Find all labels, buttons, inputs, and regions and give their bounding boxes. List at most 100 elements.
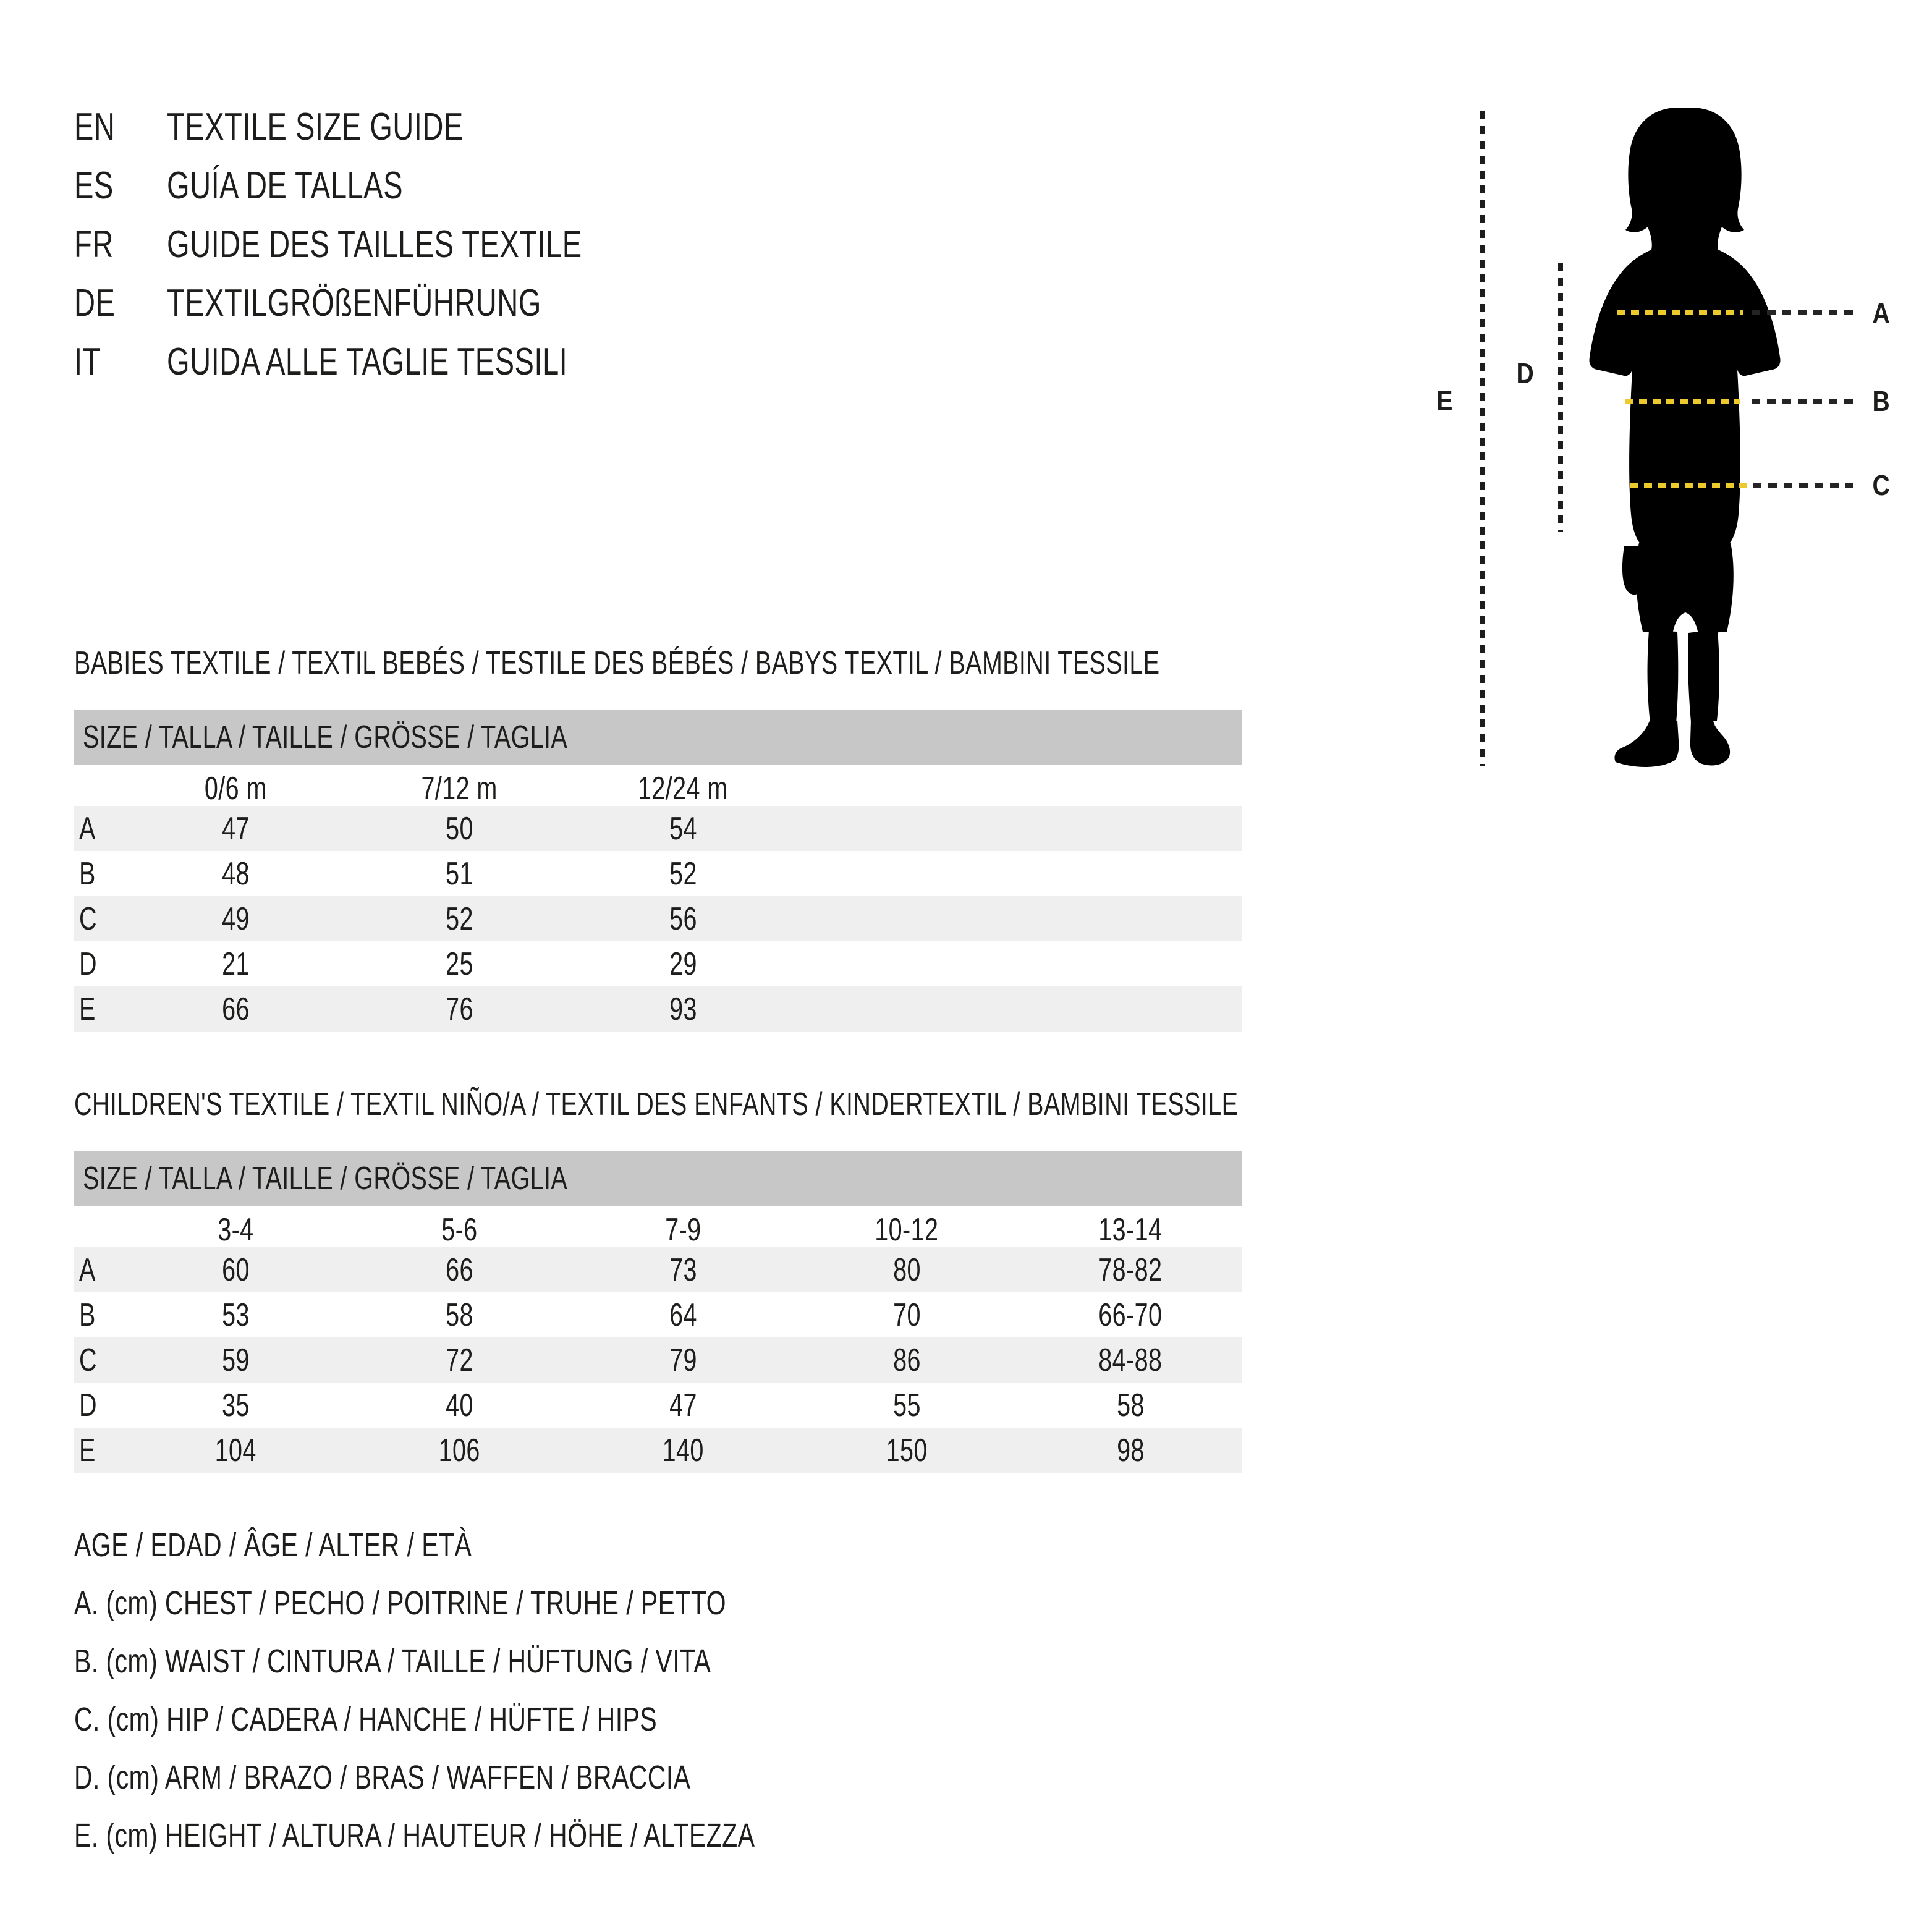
table-cell: 80	[892, 1252, 921, 1288]
corner-cell	[74, 1211, 124, 1248]
language-code: IT	[74, 341, 101, 383]
table-cell: 76	[445, 991, 473, 1027]
chest-line-yellow-dash	[1617, 310, 1743, 315]
legend-hip: C. (cm) HIP / CADERA / HANCHE / HÜFTE / …	[74, 1701, 658, 1738]
column-header: 5-6	[441, 1212, 478, 1248]
table-cell: 40	[445, 1387, 473, 1423]
table-row: A 60 66 73 80 78-82	[74, 1247, 1242, 1292]
row-label: E	[79, 991, 96, 1027]
table-cell: 93	[669, 991, 697, 1027]
table-cell: 51	[445, 855, 473, 892]
table-cell: 98	[1116, 1432, 1145, 1468]
language-code: FR	[74, 223, 114, 266]
table-cell: 66-70	[1098, 1297, 1163, 1333]
babies-table-section: BABIES TEXTILE / TEXTIL BEBÉS / TESTILE …	[74, 642, 1242, 1032]
row-label: C	[79, 900, 97, 937]
language-code: EN	[74, 106, 116, 148]
table-cell: 60	[221, 1252, 250, 1288]
column-header: 10-12	[875, 1212, 939, 1248]
guide-title: TEXTILE SIZE GUIDE	[167, 106, 464, 148]
table-cell: 47	[669, 1387, 697, 1423]
column-header: 0/6 m	[204, 771, 267, 807]
measurement-figure: A B C D E	[1415, 93, 1910, 785]
height-label: E	[1436, 384, 1454, 417]
silhouette-right-shoe	[1690, 721, 1731, 766]
language-row: EN TEXTILE SIZE GUIDE	[74, 98, 713, 156]
table-cell: 58	[445, 1297, 473, 1333]
table-cell: 66	[445, 1252, 473, 1288]
language-row: IT GUIDA ALLE TAGLIE TESSILI	[74, 333, 713, 391]
table-row: B 53 58 64 70 66-70	[74, 1292, 1242, 1337]
table-cell: 66	[221, 991, 250, 1027]
table-cell: 50	[445, 810, 473, 847]
waist-line-yellow-dash	[1625, 399, 1740, 404]
column-header: 13-14	[1098, 1212, 1163, 1248]
children-table-section: CHILDREN'S TEXTILE / TEXTIL NIÑO/A / TEX…	[74, 1083, 1242, 1473]
table-cell: 106	[438, 1432, 480, 1468]
row-label: B	[79, 855, 96, 892]
table-cell: 47	[221, 810, 250, 847]
row-label: B	[79, 1297, 96, 1333]
children-table-title: CHILDREN'S TEXTILE / TEXTIL NIÑO/A / TEX…	[74, 1087, 1239, 1122]
table-row: E 66 76 93	[74, 986, 1242, 1032]
table-cell: 49	[221, 900, 250, 937]
row-label: D	[79, 946, 97, 982]
table-cell: 48	[221, 855, 250, 892]
children-column-headers: 3-4 5-6 7-9 10-12 13-14	[74, 1211, 1242, 1248]
silhouette-left-shoe	[1614, 719, 1679, 767]
table-row: E 104 106 140 150 98	[74, 1428, 1242, 1473]
waist-line-leader-dash	[1752, 399, 1853, 404]
row-label: A	[79, 1252, 96, 1288]
silhouette-right-leg	[1688, 629, 1719, 722]
row-label: E	[79, 1432, 96, 1468]
column-header: 12/24 m	[638, 771, 728, 807]
column-header: 7/12 m	[421, 771, 498, 807]
children-rows: A 60 66 73 80 78-82 B 53 58 64 70 66-70 …	[74, 1247, 1242, 1473]
row-label: A	[79, 810, 96, 847]
silhouette-shorts	[1636, 543, 1734, 634]
row-label: C	[79, 1342, 97, 1378]
table-cell: 64	[669, 1297, 697, 1333]
legend-height: E. (cm) HEIGHT / ALTURA / HAUTEUR / HÖHE…	[74, 1817, 755, 1854]
table-row: D 21 25 29	[74, 941, 1242, 986]
silhouette-left-leg	[1647, 630, 1679, 723]
arm-measure-line-D	[1558, 263, 1563, 532]
measurement-legend: AGE / EDAD / ÂGE / ALTER / ETÀ A. (cm) C…	[74, 1516, 970, 1865]
corner-cell	[74, 770, 124, 807]
column-header: 3-4	[217, 1212, 254, 1248]
height-measure-line-E	[1480, 111, 1485, 766]
arm-label: D	[1516, 357, 1535, 389]
guide-title: GUIDA ALLE TAGLIE TESSILI	[167, 341, 568, 383]
table-row: C 49 52 56	[74, 896, 1242, 941]
table-cell: 84-88	[1098, 1342, 1163, 1378]
table-cell: 86	[892, 1342, 921, 1378]
legend-arm: D. (cm) ARM / BRAZO / BRAS / WAFFEN / BR…	[74, 1759, 691, 1796]
guide-title: TEXTILGRÖßENFÜHRUNG	[167, 282, 541, 324]
language-guide: EN TEXTILE SIZE GUIDE ES GUÍA DE TALLAS …	[74, 98, 713, 391]
waist-label: B	[1872, 385, 1891, 417]
row-label: D	[79, 1387, 97, 1423]
table-cell: 52	[669, 855, 697, 892]
language-row: DE TEXTILGRÖßENFÜHRUNG	[74, 274, 713, 333]
chest-line-leader-dash	[1752, 310, 1853, 315]
language-row: ES GUÍA DE TALLAS	[74, 156, 713, 215]
table-cell: 140	[662, 1432, 704, 1468]
table-cell: 150	[886, 1432, 928, 1468]
table-cell: 21	[221, 946, 250, 982]
table-cell: 78-82	[1098, 1252, 1163, 1288]
language-code: DE	[74, 282, 116, 324]
children-size-header-bar: SIZE / TALLA / TAILLE / GRÖSSE / TAGLIA	[74, 1151, 1242, 1206]
table-row: C 59 72 79 86 84-88	[74, 1337, 1242, 1383]
silhouette-head-torso	[1589, 108, 1781, 544]
table-cell: 29	[669, 946, 697, 982]
table-cell: 72	[445, 1342, 473, 1378]
babies-size-header-bar: SIZE / TALLA / TAILLE / GRÖSSE / TAGLIA	[74, 710, 1242, 765]
table-cell: 55	[892, 1387, 921, 1423]
hip-line-leader-dash	[1753, 483, 1853, 488]
hip-label: C	[1872, 469, 1891, 501]
table-row: B 48 51 52	[74, 851, 1242, 896]
table-cell: 79	[669, 1342, 697, 1378]
table-cell: 56	[669, 900, 697, 937]
chest-label: A	[1872, 297, 1891, 329]
language-row: FR GUIDE DES TAILLES TEXTILE	[74, 215, 713, 274]
